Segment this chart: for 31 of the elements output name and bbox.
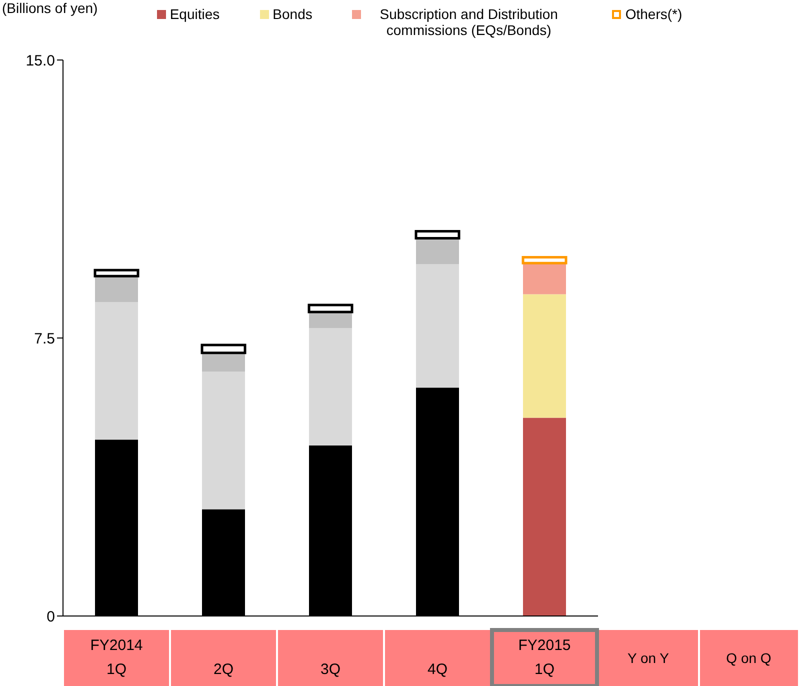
bar (94, 268, 140, 278)
bar (95, 302, 138, 440)
x-tick-label: FY2014 1Q (90, 637, 143, 678)
bar (522, 256, 568, 264)
bar (523, 418, 566, 616)
bar (523, 263, 566, 294)
legend-label: Equities (170, 6, 220, 22)
bar (202, 352, 245, 372)
x-tick-label: 4Q (427, 661, 448, 678)
y-axis-title: (Billions of yen) (2, 0, 98, 16)
legend-label: Subscription and Distribution commissions (EQs/Bonds) (378, 6, 559, 38)
bar (523, 294, 566, 418)
bar (416, 238, 459, 264)
bar (309, 328, 352, 446)
y-tick-label: 0 (46, 608, 55, 626)
x-tick-label: 3Q (320, 661, 341, 678)
bar (414, 230, 460, 240)
text: Q on Q (700, 630, 798, 686)
y-tick-label: 7.5 (34, 330, 55, 348)
x-tick-label: 2Q (213, 661, 234, 678)
bar (95, 276, 138, 302)
bar (416, 264, 459, 388)
legend-label: Others(*) (625, 6, 682, 22)
x-tick-label: FY2015 1Q (518, 637, 571, 678)
bar (202, 372, 245, 510)
y-tick-label: 15.0 (26, 52, 55, 70)
bar (309, 312, 352, 328)
legend-label: Bonds (272, 6, 312, 22)
bar (200, 344, 246, 354)
bar (308, 304, 354, 314)
text: Y on Y (599, 630, 698, 686)
